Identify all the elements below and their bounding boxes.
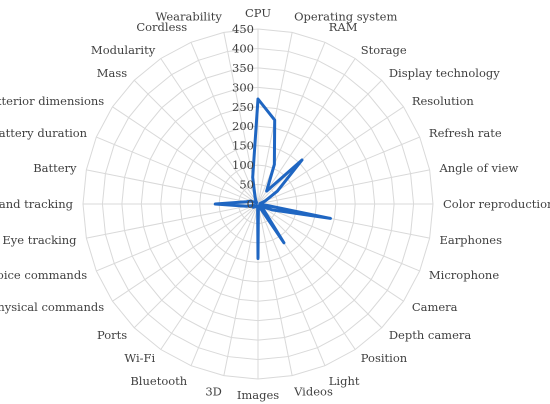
category-label: Exterior dimensions <box>0 94 104 108</box>
spoke <box>133 203 259 329</box>
tick-label: 250 <box>232 100 254 114</box>
category-label: Color reproduction <box>443 197 550 211</box>
category-label: RAM <box>329 20 358 34</box>
category-label: Mass <box>97 66 128 80</box>
spoke <box>112 106 259 205</box>
category-label: Camera <box>412 300 458 314</box>
spoke <box>160 203 259 350</box>
category-label: Position <box>361 351 408 365</box>
tick-label: 400 <box>232 41 254 55</box>
category-label: Modularity <box>91 43 156 57</box>
category-label: Images <box>237 388 279 402</box>
tick-label: 350 <box>232 61 254 75</box>
category-label: Videos <box>293 384 333 398</box>
spoke <box>257 169 430 205</box>
spoke <box>223 203 259 376</box>
category-label: Voice commands <box>0 268 87 282</box>
category-label: Refresh rate <box>429 126 502 140</box>
spoke <box>257 203 420 272</box>
radar-series-group <box>213 97 332 260</box>
spoke <box>257 203 326 366</box>
spoke <box>86 203 259 239</box>
spoke <box>112 203 259 302</box>
category-label: Battery <box>33 161 77 175</box>
category-label: Light <box>329 374 360 388</box>
category-label: Resolution <box>412 94 475 108</box>
tick-label: 100 <box>232 158 254 172</box>
radar-grid <box>82 28 434 380</box>
spoke <box>257 79 383 205</box>
category-label: Eye tracking <box>2 233 77 247</box>
category-label: Display technology <box>389 66 500 80</box>
category-label: Microphone <box>429 268 499 282</box>
category-label: Battery duration <box>0 126 88 140</box>
category-label: Wi-Fi <box>124 351 155 365</box>
spoke <box>257 136 420 205</box>
spoke <box>160 58 259 205</box>
spoke <box>190 42 259 205</box>
category-label: Depth camera <box>389 328 472 342</box>
spoke <box>257 203 404 302</box>
spoke <box>257 106 404 205</box>
tick-label: 150 <box>232 139 254 153</box>
spoke <box>190 203 259 366</box>
category-label: Ports <box>97 328 127 342</box>
category-label: Bluetooth <box>130 374 187 388</box>
tick-label: 200 <box>232 119 254 133</box>
spoke <box>257 42 326 205</box>
category-label: Wearability <box>155 10 222 24</box>
spoke <box>257 58 356 205</box>
tick-label: 300 <box>232 80 254 94</box>
tick-label: 0 <box>247 197 254 211</box>
spoke <box>96 136 259 205</box>
category-label: Physical commands <box>0 300 104 314</box>
tick-label: 50 <box>239 178 254 192</box>
spoke <box>257 203 383 329</box>
spoke <box>86 169 259 205</box>
category-label: 3D <box>205 384 222 398</box>
category-label: Cordless <box>136 20 187 34</box>
category-label: CPU <box>245 6 271 20</box>
radial-tick-labels: 0 50 100 150 200 250 300 350 400 450 <box>232 22 254 211</box>
category-label: Earphones <box>439 233 502 247</box>
spoke <box>96 203 259 272</box>
category-label: Hand tracking <box>0 197 74 211</box>
spoke <box>133 79 259 205</box>
spoke <box>257 203 293 376</box>
tick-label: 450 <box>232 22 254 36</box>
category-label: Storage <box>361 43 407 57</box>
category-label: Operating system <box>294 10 397 24</box>
category-label: Angle of view <box>438 161 518 175</box>
